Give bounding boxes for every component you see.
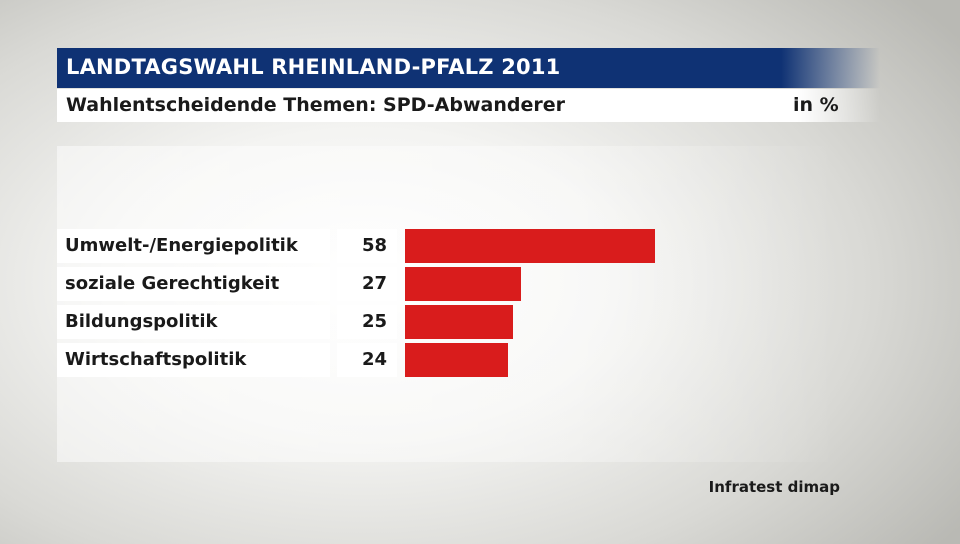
title-bar: LANDTAGSWAHL RHEINLAND-PFALZ 2011 (57, 48, 880, 88)
value-label: 27 (361, 273, 387, 294)
category-cell: soziale Gerechtigkeit (57, 267, 330, 301)
chart-subtitle: Wahlentscheidende Themen: SPD-Abwanderer (66, 94, 565, 116)
value-cell: 24 (337, 343, 397, 377)
bar (405, 229, 655, 263)
category-label: Umwelt-/Energiepolitik (65, 235, 298, 256)
category-cell: Umwelt-/Energiepolitik (57, 229, 330, 263)
plot-panel (57, 146, 837, 462)
category-label: Bildungspolitik (65, 311, 218, 332)
subtitle-bar: Wahlentscheidende Themen: SPD-Abwanderer… (57, 89, 880, 122)
bar (405, 267, 521, 301)
value-label: 58 (361, 235, 387, 256)
bar (405, 343, 508, 377)
value-cell: 58 (337, 229, 397, 263)
category-cell: Bildungspolitik (57, 305, 330, 339)
category-cell: Wirtschaftspolitik (57, 343, 330, 377)
unit-label: in % (793, 94, 839, 116)
chart-title: LANDTAGSWAHL RHEINLAND-PFALZ 2011 (66, 55, 561, 79)
bar (405, 305, 513, 339)
value-cell: 25 (337, 305, 397, 339)
value-label: 24 (361, 349, 387, 370)
value-label: 25 (361, 311, 387, 332)
category-label: Wirtschaftspolitik (65, 349, 247, 370)
value-cell: 27 (337, 267, 397, 301)
category-label: soziale Gerechtigkeit (65, 273, 280, 294)
source-label: Infratest dimap (708, 478, 840, 496)
